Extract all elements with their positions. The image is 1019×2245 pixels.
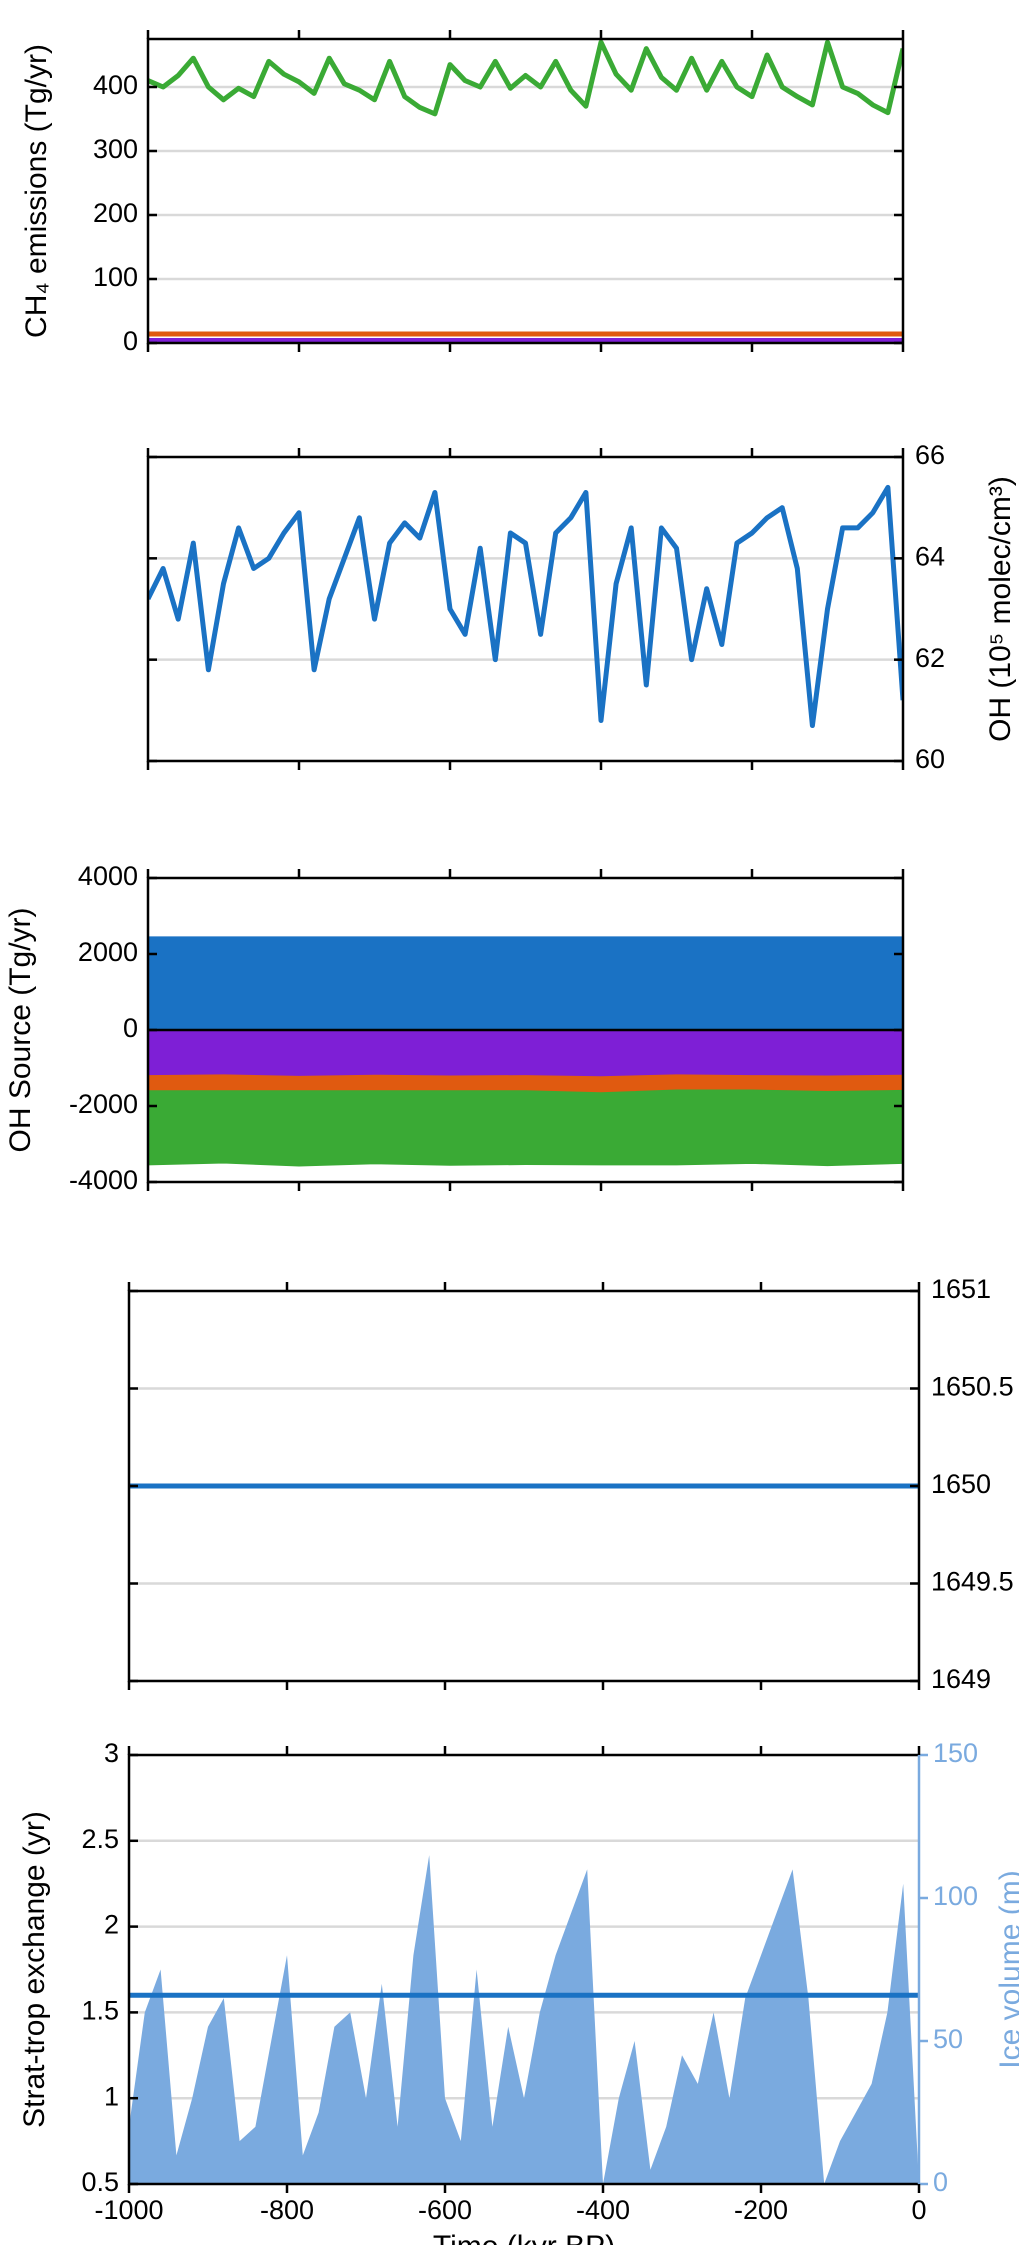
y-tick-label: 1.5 (81, 1996, 119, 2026)
y-axis-label: OH (10⁵ molec/cm³) (984, 476, 1017, 742)
y-tick-label: 0 (123, 1013, 138, 1043)
y-axis-label: Strat-trop exchange (yr) (18, 1811, 51, 2128)
x-tick-label: -1000 (94, 2195, 163, 2225)
y-tick-label: 60 (915, 744, 945, 774)
plot-area (148, 39, 903, 343)
panel: -4000 -2000 0 2000 4000 OH Source (Tg/yr) (4, 861, 905, 1195)
plot-area (148, 936, 903, 1167)
y-tick-label: 300 (93, 134, 138, 164)
x-tick-label: -200 (734, 2195, 788, 2225)
y-tick-label: 1649.5 (931, 1567, 1014, 1597)
plot-area (129, 1291, 919, 1681)
y-tick-label: -2000 (69, 1089, 138, 1119)
y-tick-label: 0.5 (81, 2167, 119, 2197)
x-tick-label: -600 (418, 2195, 472, 2225)
y-axis-label: OH Source (Tg/yr) (4, 907, 37, 1152)
y-tick-label: 64 (915, 541, 945, 571)
y2-tick-label: 0 (933, 2167, 948, 2197)
y-tick-label: 1650 (931, 1469, 991, 1499)
plot-area (148, 457, 903, 761)
x-tick-label: 0 (911, 2195, 926, 2225)
plot-area (129, 1755, 919, 2184)
y-axis-label: CH₄ emissions (Tg/yr) (20, 44, 53, 338)
panel: 0 100 200 300 400 CH₄ emissions (Tg/yr) (20, 30, 905, 356)
line (148, 39, 903, 117)
y-tick-label: 3 (104, 1738, 119, 1768)
y-tick-label: 100 (93, 262, 138, 292)
y2-axis-label: Ice volume (m) (994, 1870, 1019, 2068)
x-axis-label: Time (kyr BP) (433, 2230, 615, 2245)
y-tick-label: 2 (104, 1910, 119, 1940)
y-tick-label: 0 (123, 326, 138, 356)
y-tick-label: 1650.5 (931, 1372, 1014, 1402)
y-tick-label: 1649 (931, 1664, 991, 1694)
x-tick-label: -800 (260, 2195, 314, 2225)
y2-tick-label: 50 (933, 2024, 963, 2054)
y-tick-label: -4000 (69, 1165, 138, 1195)
panel: 0.5 1 1.5 2 2.5 3 0 50 100 150 -1000 -800 -600 -400 -2… (18, 1738, 1019, 2245)
frame (127, 1753, 919, 2186)
y-tick-label: 66 (915, 440, 945, 470)
panel: 1649 1649.5 1650 1650.5 1651 (127, 1274, 1014, 1694)
y-tick-label: 200 (93, 198, 138, 228)
frame (146, 455, 903, 763)
line (148, 484, 903, 729)
y-tick-label: 1 (104, 2081, 119, 2111)
frame (146, 37, 903, 345)
y2-tick-label: 100 (933, 1881, 978, 1911)
area (129, 1855, 919, 2184)
y2-tick-label: 150 (933, 1738, 978, 1768)
panel: 60 62 64 66 OH (10⁵ molec/cm³) (146, 440, 1017, 774)
y-tick-label: 1651 (931, 1274, 991, 1304)
y-tick-label: 2.5 (81, 1824, 119, 1854)
area (148, 1074, 903, 1094)
area (148, 936, 903, 1031)
y-tick-label: 62 (915, 643, 945, 673)
area (148, 1089, 903, 1167)
x-tick-label: -400 (576, 2195, 630, 2225)
area (148, 1029, 903, 1078)
y-tick-label: 2000 (78, 937, 138, 967)
y-tick-label: 4000 (78, 861, 138, 891)
y-tick-label: 400 (93, 70, 138, 100)
